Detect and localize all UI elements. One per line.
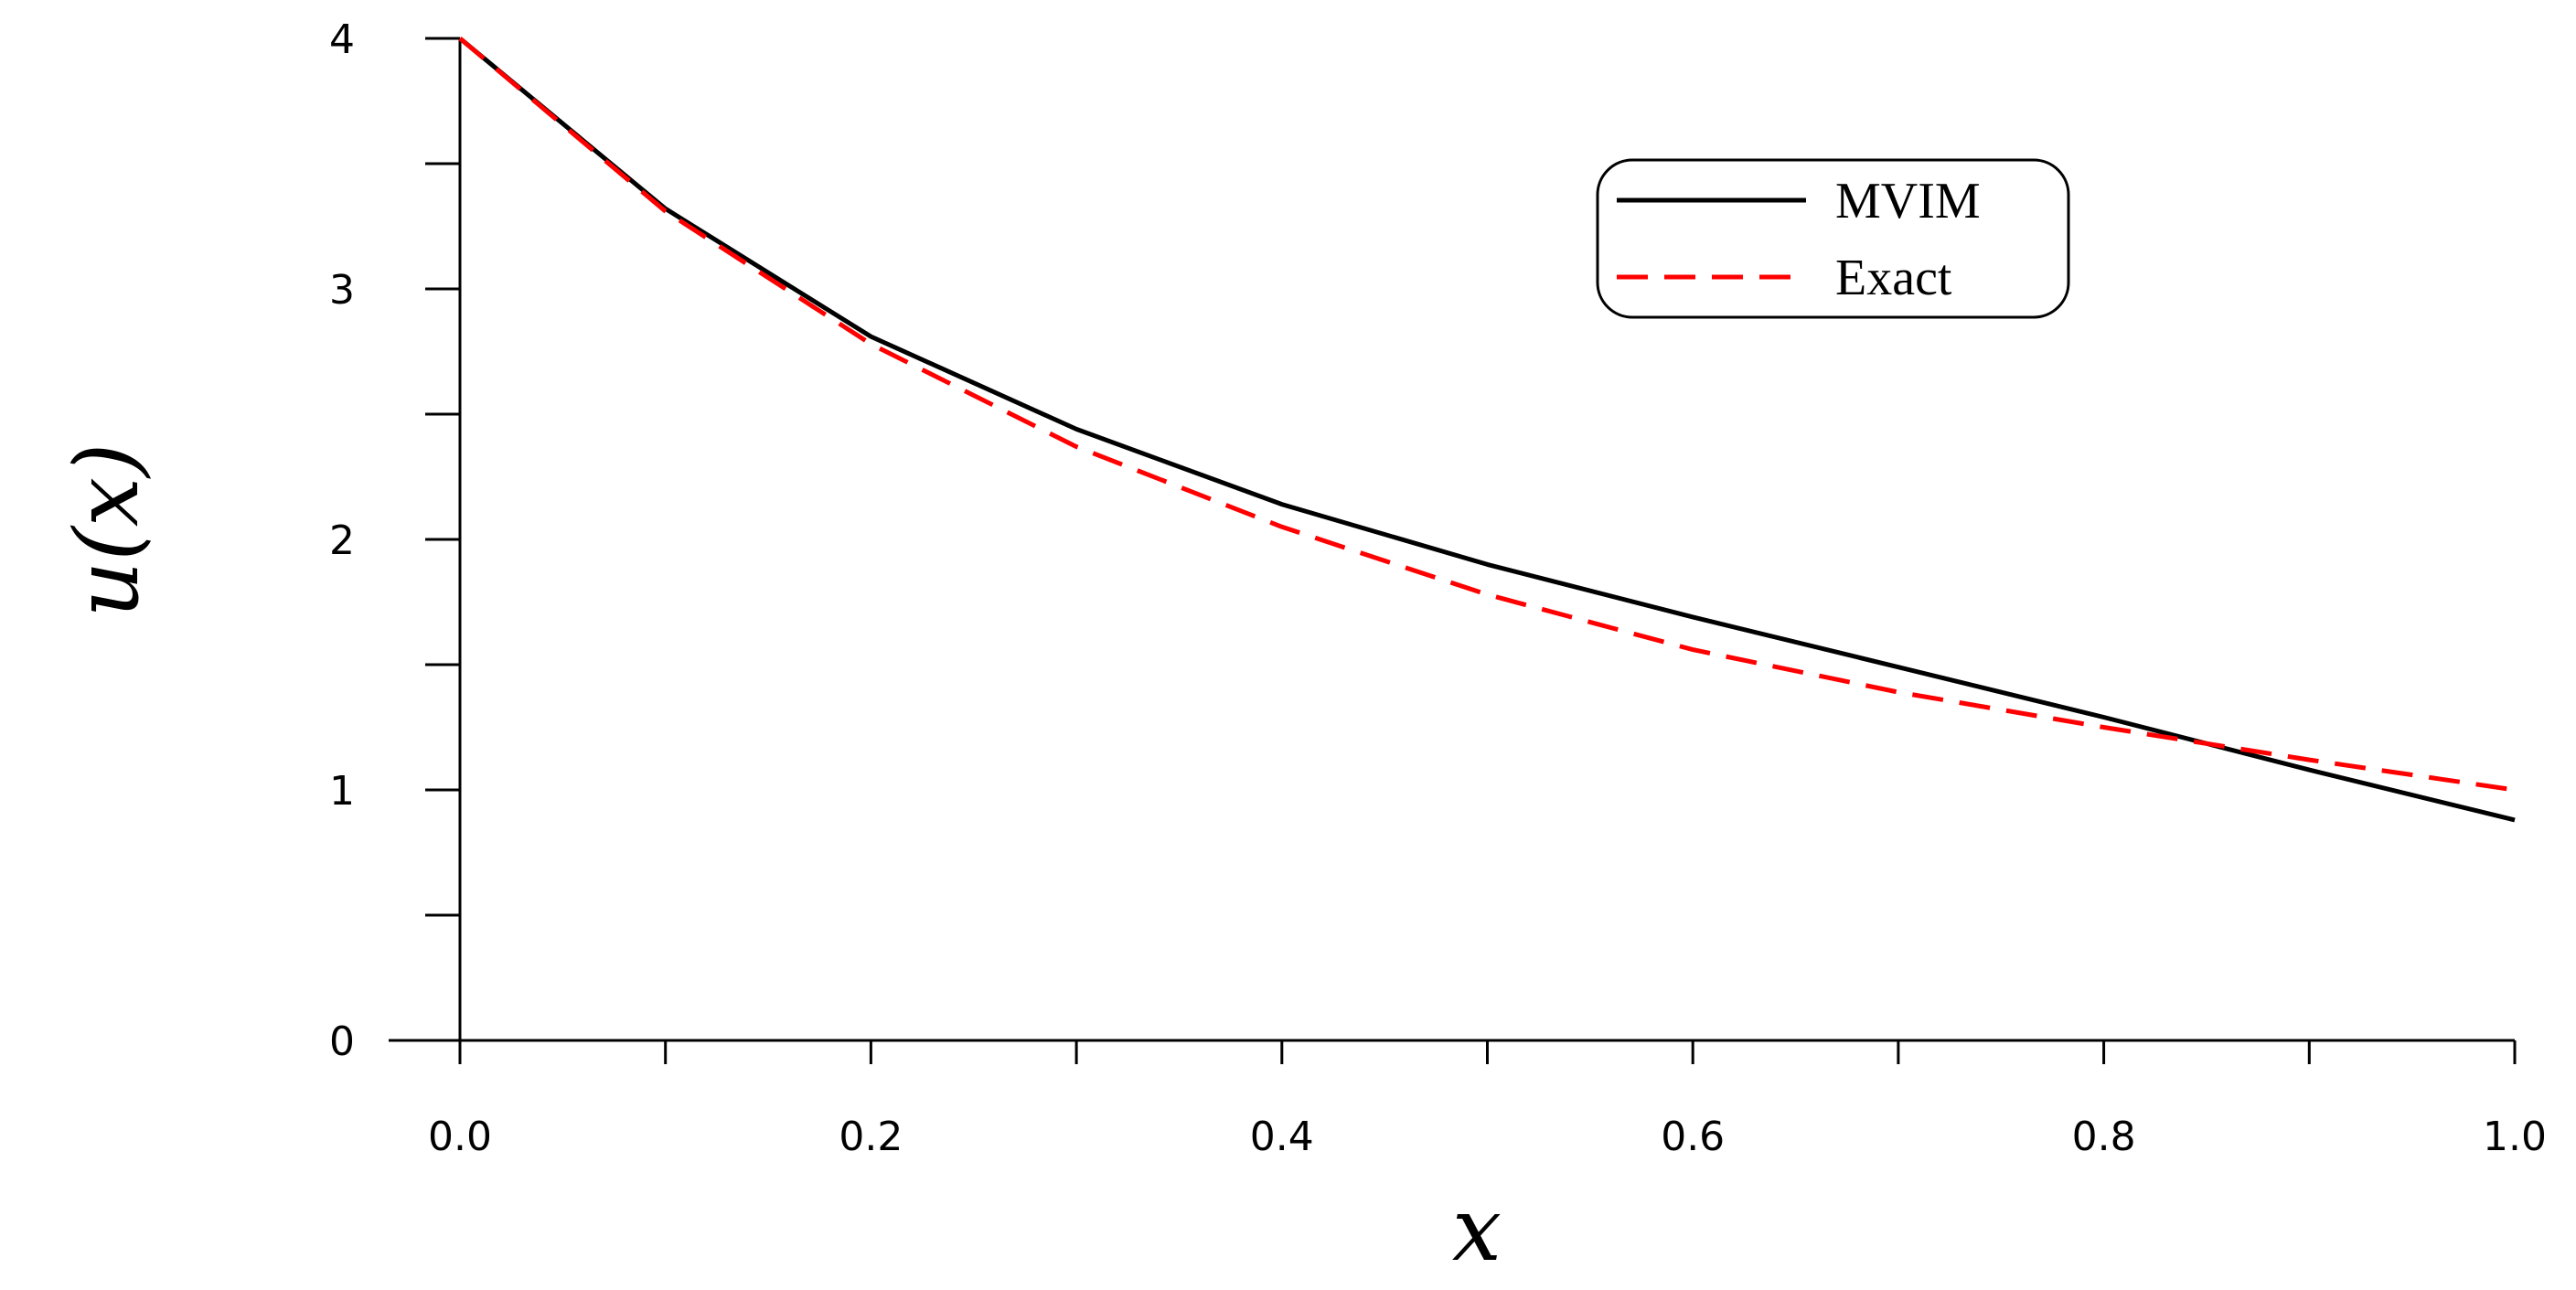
x-tick-label: 0.4 xyxy=(1250,1114,1314,1160)
y-tick-label: 1 xyxy=(329,768,355,815)
legend-box xyxy=(1596,158,2070,319)
y-tick-label: 4 xyxy=(329,16,355,63)
x-tick-label: 0.2 xyxy=(839,1114,903,1160)
series-line-mvim xyxy=(458,37,2516,823)
y-tick-label: 3 xyxy=(329,267,355,314)
x-axis-title: x xyxy=(1452,1178,1502,1281)
y-tick-label: 2 xyxy=(329,517,355,564)
legend-label-mvim: MVIM xyxy=(1835,173,1981,229)
legend: MVIM Exact xyxy=(1596,158,2070,319)
y-tick-label: 0 xyxy=(329,1018,355,1065)
y-axis-title: u(x) xyxy=(56,443,158,618)
legend-label-exact: Exact xyxy=(1835,250,1952,306)
x-tick-label: 0.8 xyxy=(2072,1114,2136,1160)
axes: 0.0 0.2 0.4 0.6 0.8 1.0 0 1 2 3 4 xyxy=(329,16,2547,1160)
x-tick-label: 0.0 xyxy=(428,1114,492,1160)
series-group xyxy=(458,37,2516,823)
series-line-exact xyxy=(458,37,2516,793)
x-tick-label: 0.6 xyxy=(1661,1114,1725,1160)
x-tick-label: 1.0 xyxy=(2483,1114,2547,1160)
